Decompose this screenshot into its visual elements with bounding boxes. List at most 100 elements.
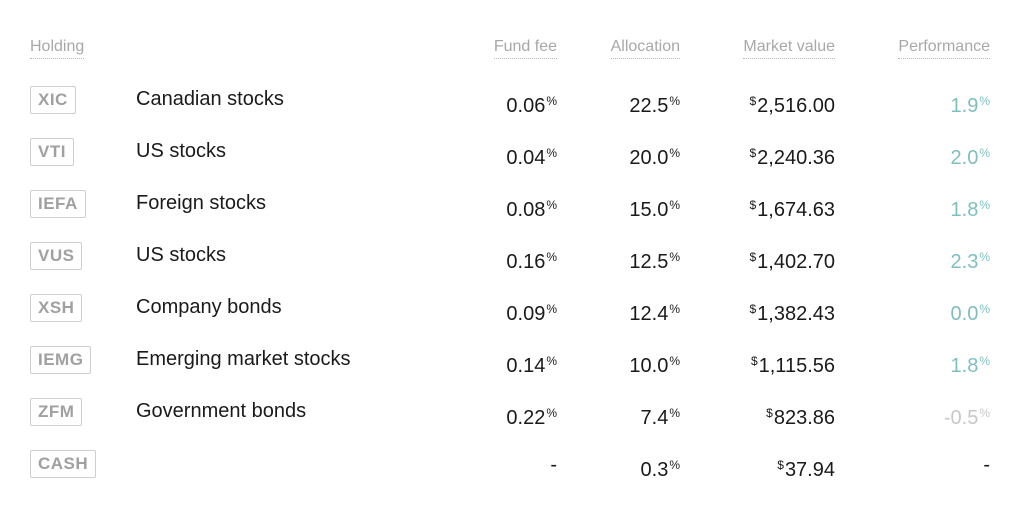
header-market-value[interactable]: Market value <box>743 38 835 59</box>
percent-unit: % <box>979 146 990 160</box>
fund-fee-cell-value: 0.06 <box>506 95 546 117</box>
allocation-cell: 12.5% <box>629 244 680 275</box>
table-row[interactable]: IEFA Foreign stocks 0.08% 15.0% $1,674.63 1.8… <box>0 190 1024 222</box>
performance-cell: 1.8% <box>951 348 990 379</box>
percent-unit: % <box>546 250 557 264</box>
market-value-amount: 1,402.70 <box>757 251 835 273</box>
percent-unit: % <box>546 146 557 160</box>
performance-cell-value: -0.5 <box>943 407 979 429</box>
performance-cell-value: 2.3 <box>950 251 979 273</box>
performance-cell: 2.0% <box>951 140 990 171</box>
percent-unit: % <box>979 406 990 420</box>
table-row[interactable]: XIC Canadian stocks 0.06% 22.5% $2,516.00 1.9… <box>0 86 1024 118</box>
market-value-amount: 1,674.63 <box>757 199 835 221</box>
performance-cell-value: 2.0 <box>950 147 979 169</box>
allocation-cell: 7.4% <box>641 400 680 431</box>
fund-fee-cell: 0.06% <box>506 88 557 119</box>
percent-unit: % <box>546 354 557 368</box>
currency-symbol: $ <box>777 458 784 472</box>
allocation-cell: 12.4% <box>629 296 680 327</box>
header-fund-fee[interactable]: Fund fee <box>493 38 557 59</box>
percent-unit: % <box>546 198 557 212</box>
header-performance[interactable]: Performance <box>898 38 990 59</box>
table-row[interactable]: ZFM Government bonds 0.22% 7.4% $823.86 -0.5% <box>0 398 1024 430</box>
percent-unit: % <box>669 406 680 420</box>
table-row[interactable]: IEMG Emerging market stocks 0.14% 10.0% $1,1… <box>0 346 1024 378</box>
performance-cell-value: 1.9 <box>950 95 979 117</box>
market-value-cell: $1,115.56 <box>751 348 835 379</box>
holding-name: Emerging market stocks <box>136 348 351 370</box>
fund-fee-cell: 0.22% <box>506 400 557 431</box>
table-row[interactable]: XSH Company bonds 0.09% 12.4% $1,382.43 0.0% <box>0 294 1024 326</box>
market-value-amount: 1,115.56 <box>758 355 835 377</box>
table-row[interactable]: CASH - 0.3% $37.94 - <box>0 450 1024 482</box>
ticker-badge[interactable]: ZFM <box>30 398 83 426</box>
header-allocation[interactable]: Allocation <box>610 38 680 59</box>
performance-cell-value: 0.0 <box>950 303 979 325</box>
percent-unit: % <box>669 146 680 160</box>
fund-fee-cell-value: 0.16 <box>506 251 546 273</box>
holding-name: Foreign stocks <box>136 192 267 214</box>
allocation-cell: 10.0% <box>629 348 680 379</box>
holding-name: Government bonds <box>136 400 307 422</box>
market-value-amount: 2,516.00 <box>757 95 835 117</box>
currency-symbol: $ <box>749 250 757 264</box>
allocation-cell: 15.0% <box>629 192 680 223</box>
ticker-badge[interactable]: VTI <box>30 138 74 166</box>
allocation-cell-value: 12.4 <box>629 303 669 325</box>
percent-unit: % <box>546 406 557 420</box>
percent-unit: % <box>546 94 557 108</box>
allocation-cell: 0.3% <box>641 452 680 483</box>
allocation-cell-value: 22.5 <box>629 95 669 117</box>
currency-symbol: $ <box>750 354 758 368</box>
fund-fee-cell-value: - <box>550 454 557 476</box>
percent-unit: % <box>669 354 680 368</box>
fund-fee-cell: 0.04% <box>506 140 557 171</box>
percent-unit: % <box>979 354 990 368</box>
currency-symbol: $ <box>766 406 773 420</box>
currency-symbol: $ <box>749 146 757 160</box>
fund-fee-cell: 0.14% <box>506 348 557 379</box>
ticker-badge[interactable]: XIC <box>30 86 76 114</box>
ticker-badge[interactable]: IEMG <box>30 346 92 374</box>
ticker-badge[interactable]: VUS <box>30 242 83 270</box>
currency-symbol: $ <box>749 302 757 316</box>
currency-symbol: $ <box>749 198 757 212</box>
percent-unit: % <box>669 458 680 472</box>
allocation-cell-value: 15.0 <box>629 199 669 221</box>
fund-fee-cell: 0.16% <box>506 244 557 275</box>
ticker-badge[interactable]: CASH <box>30 450 97 478</box>
allocation-cell-value: 0.3 <box>640 459 669 481</box>
performance-cell-value: 1.8 <box>950 355 979 377</box>
ticker-badge[interactable]: IEFA <box>30 190 86 218</box>
allocation-cell: 22.5% <box>629 88 680 119</box>
percent-unit: % <box>669 94 680 108</box>
performance-cell-value: 1.8 <box>950 199 979 221</box>
market-value-cell: $823.86 <box>766 400 835 431</box>
market-value-cell: $37.94 <box>777 452 835 483</box>
percent-unit: % <box>979 94 990 108</box>
fund-fee-cell: - <box>550 452 557 478</box>
holding-name: Company bonds <box>136 296 282 318</box>
performance-cell: 1.8% <box>951 192 990 223</box>
market-value-amount: 1,382.43 <box>757 303 835 325</box>
percent-unit: % <box>979 198 990 212</box>
table-row[interactable]: VTI US stocks 0.04% 20.0% $2,240.36 2.0% <box>0 138 1024 170</box>
ticker-badge[interactable]: XSH <box>30 294 83 322</box>
market-value-cell: $1,382.43 <box>749 296 835 327</box>
header-holding[interactable]: Holding <box>30 38 85 59</box>
currency-symbol: $ <box>749 94 757 108</box>
percent-unit: % <box>979 250 990 264</box>
performance-cell: -0.5% <box>944 400 990 431</box>
fund-fee-cell-value: 0.08 <box>506 199 546 221</box>
table-row[interactable]: VUS US stocks 0.16% 12.5% $1,402.70 2.3% <box>0 242 1024 274</box>
allocation-cell-value: 20.0 <box>629 147 669 169</box>
market-value-cell: $1,402.70 <box>749 244 835 275</box>
allocation-cell-value: 10.0 <box>629 355 669 377</box>
performance-cell: 0.0% <box>951 296 990 327</box>
market-value-cell: $1,674.63 <box>749 192 835 223</box>
fund-fee-cell-value: 0.09 <box>506 303 546 325</box>
performance-cell: - <box>983 452 990 478</box>
market-value-amount: 823.86 <box>773 407 835 429</box>
